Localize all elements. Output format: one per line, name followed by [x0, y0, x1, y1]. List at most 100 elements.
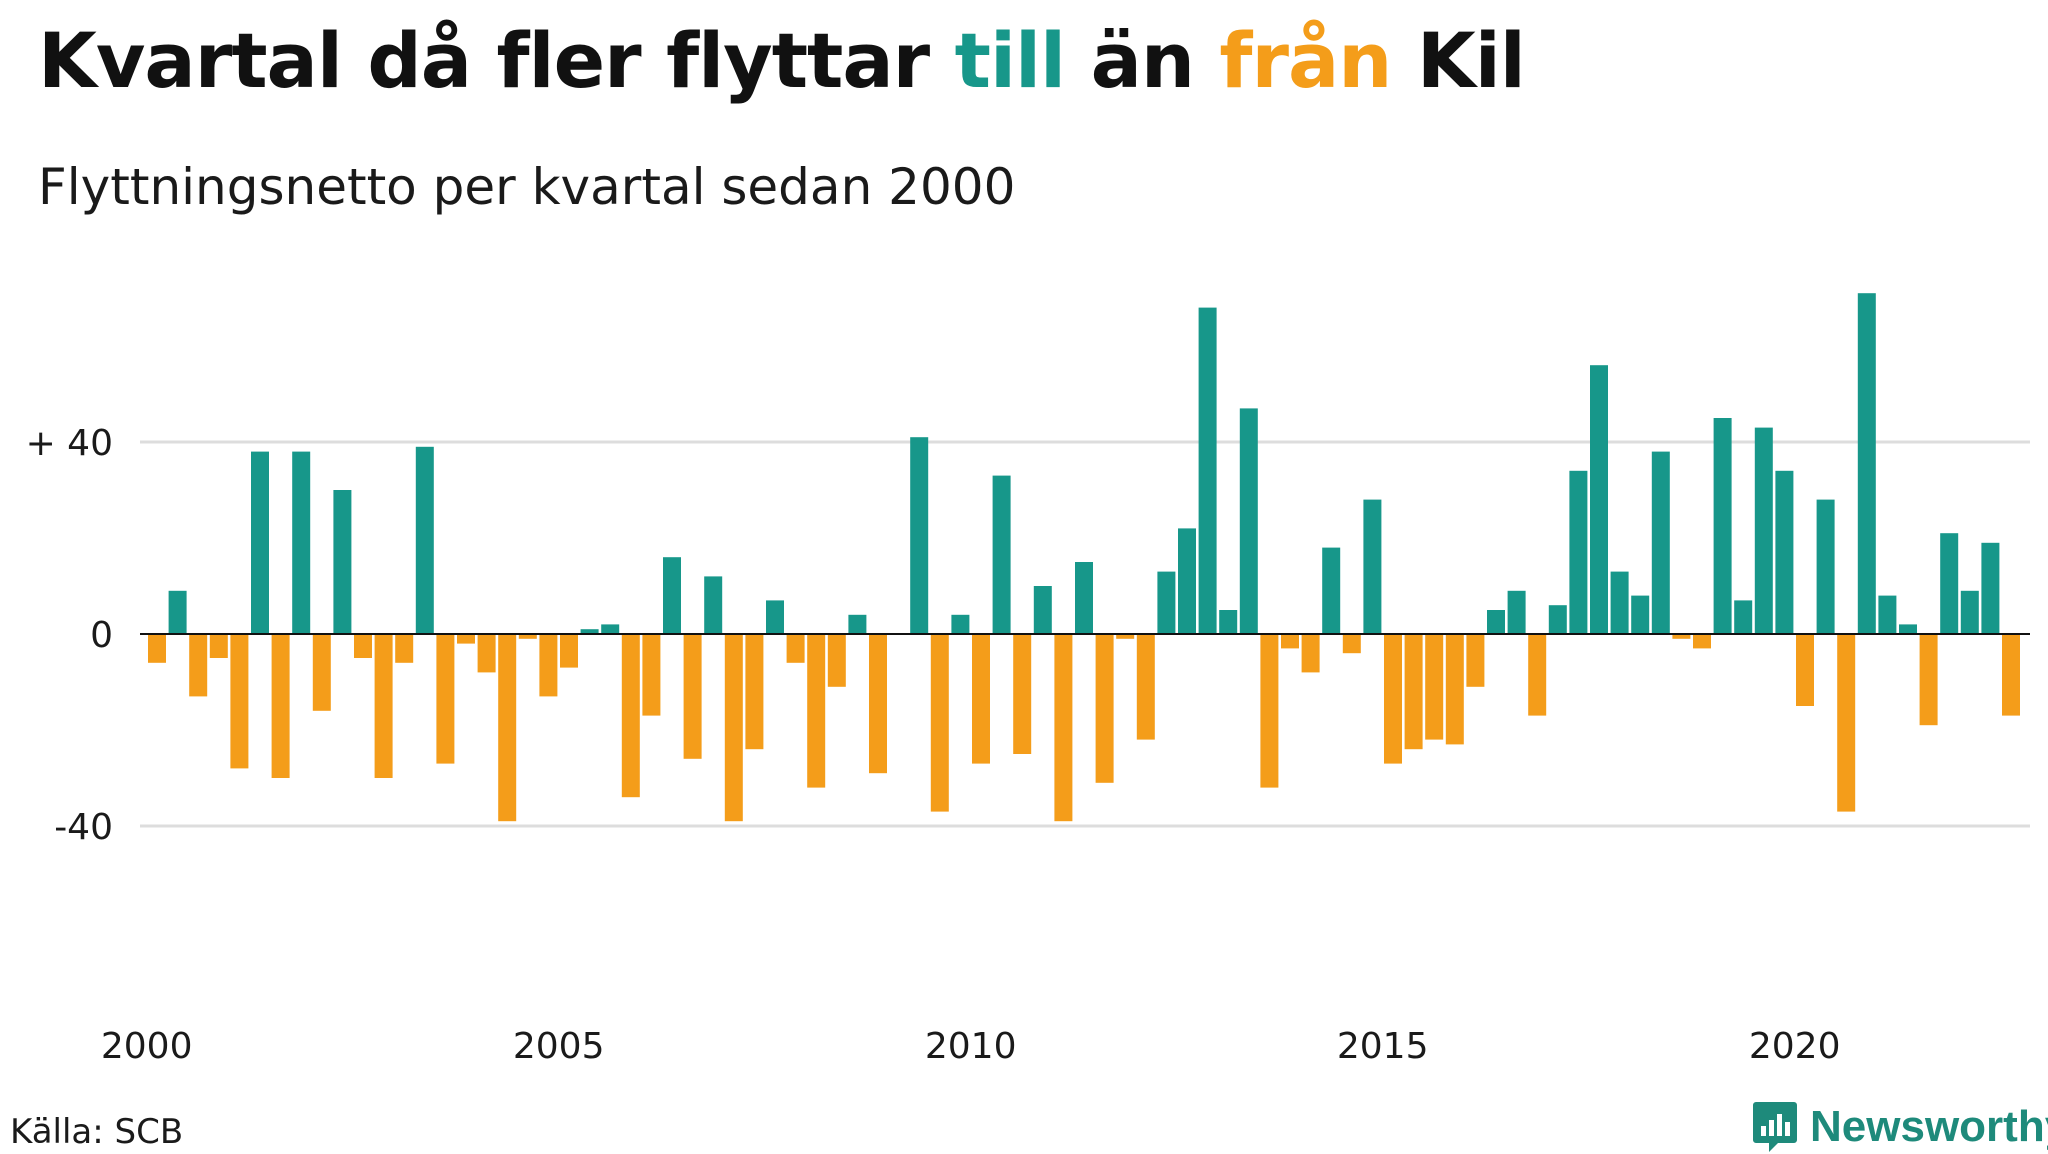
x-tick-label: 2005 — [513, 1026, 605, 1067]
bar — [1548, 605, 1567, 634]
x-axis-labels: 2000 2005 2010 2015 2020 — [101, 1026, 1841, 1067]
bar — [354, 634, 372, 658]
bar — [1713, 418, 1732, 634]
newsworthy-logo: Newsworthy — [1752, 1100, 2048, 1154]
bar — [1322, 547, 1341, 634]
bar — [992, 475, 1011, 634]
bar — [168, 590, 187, 634]
bar — [1157, 571, 1176, 634]
bar — [1487, 610, 1505, 634]
bar — [333, 490, 352, 634]
bar — [560, 634, 578, 668]
bar — [766, 600, 784, 634]
bar — [1136, 634, 1155, 740]
bar — [518, 634, 537, 639]
bar — [1857, 293, 1876, 634]
bar — [1569, 470, 1588, 634]
bar — [972, 634, 990, 764]
bar — [1528, 634, 1547, 716]
bar — [745, 634, 764, 750]
y-tick-label: + 40 — [26, 423, 113, 464]
title-part-1: Kvartal då fler flyttar — [38, 16, 955, 105]
bar — [1960, 590, 1979, 634]
bar — [1631, 595, 1650, 634]
bar — [1672, 634, 1691, 639]
bar — [1878, 595, 1897, 634]
bar — [1754, 427, 1773, 634]
bar — [1116, 634, 1135, 639]
bar — [1837, 634, 1856, 812]
bar — [1445, 634, 1464, 745]
bar — [1363, 499, 1382, 634]
bar — [148, 634, 166, 663]
bar — [1384, 634, 1402, 764]
bar — [683, 634, 702, 759]
bar — [2002, 634, 2020, 716]
bar — [1075, 562, 1093, 634]
bar — [601, 624, 620, 634]
x-tick-label: 2000 — [101, 1026, 193, 1067]
x-tick-label: 2020 — [1749, 1026, 1841, 1067]
x-tick-label: 2010 — [925, 1026, 1017, 1067]
bar — [1095, 634, 1114, 783]
bar — [1981, 542, 2000, 634]
bar — [1013, 634, 1032, 754]
bar — [642, 634, 661, 716]
bar — [1734, 600, 1753, 634]
bar — [312, 634, 331, 711]
bar — [498, 634, 517, 822]
bar — [1899, 624, 1917, 634]
bar — [251, 451, 269, 634]
bar — [477, 634, 496, 673]
bar — [1198, 307, 1217, 634]
bar — [1590, 365, 1608, 634]
bar — [189, 634, 208, 697]
bar — [1507, 590, 1526, 634]
bar — [374, 634, 393, 778]
bar — [1281, 634, 1299, 649]
bar — [1816, 499, 1835, 634]
title-part-2: än — [1065, 16, 1220, 105]
bar — [1425, 634, 1444, 740]
bar — [1796, 634, 1814, 706]
bar — [827, 634, 846, 687]
bar — [1260, 634, 1279, 788]
bar — [951, 614, 970, 634]
bar — [930, 634, 949, 812]
bar — [1033, 586, 1052, 634]
bar — [724, 634, 743, 822]
y-axis-labels: + 40 0 -40 — [26, 423, 113, 848]
bar — [457, 634, 475, 644]
bar — [1466, 634, 1485, 687]
bar — [1775, 470, 1794, 634]
bar — [1404, 634, 1423, 750]
bar — [1219, 610, 1238, 634]
bar — [230, 634, 249, 769]
bar — [1301, 634, 1320, 673]
bar — [395, 634, 414, 663]
bar — [1651, 451, 1670, 634]
bar — [621, 634, 640, 798]
bar — [1919, 634, 1938, 726]
bar — [292, 451, 311, 634]
y-tick-label: -40 — [54, 807, 113, 848]
bar — [807, 634, 826, 788]
bar — [786, 634, 805, 663]
chart-title: Kvartal då fler flyttar till än från Kil — [38, 16, 1526, 105]
bar — [580, 629, 599, 634]
source-note: Källa: SCB — [10, 1112, 184, 1152]
bar — [271, 634, 290, 778]
bar — [848, 614, 867, 634]
bar — [539, 634, 558, 697]
y-tick-label: 0 — [90, 615, 113, 656]
bar-chart: + 40 0 -40 2000 2005 2010 2015 2020 — [26, 293, 2030, 1067]
chart-subtitle: Flyttningsnetto per kvartal sedan 2000 — [38, 158, 1016, 216]
bar — [209, 634, 228, 658]
bar — [1342, 634, 1361, 654]
bar — [1610, 571, 1629, 634]
x-tick-label: 2015 — [1337, 1026, 1429, 1067]
bar — [1054, 634, 1073, 822]
bar — [1178, 528, 1196, 634]
bar — [1940, 533, 1959, 634]
bar — [663, 557, 681, 634]
